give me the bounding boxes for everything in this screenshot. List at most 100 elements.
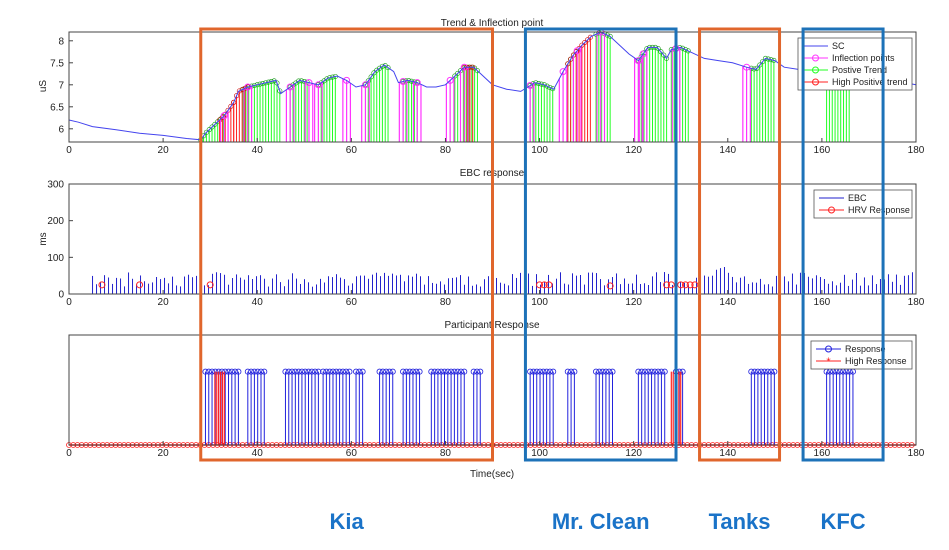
positive-trend-marker bbox=[274, 80, 280, 86]
high-positive-marker bbox=[231, 99, 237, 105]
response-marker bbox=[336, 368, 343, 375]
response-marker bbox=[312, 368, 319, 375]
positive-trend-marker bbox=[604, 32, 610, 38]
positive-trend-marker bbox=[371, 70, 377, 76]
x-tick-label: 160 bbox=[814, 145, 831, 156]
response-marker bbox=[308, 368, 315, 375]
response-marker bbox=[764, 368, 771, 375]
positive-trend-marker bbox=[541, 82, 547, 88]
response-marker bbox=[593, 368, 600, 375]
response-marker bbox=[305, 368, 312, 375]
legend-box bbox=[797, 37, 913, 91]
response-marker bbox=[540, 368, 547, 375]
ad-label: KFC bbox=[820, 509, 866, 534]
positive-trend-marker bbox=[409, 78, 415, 84]
y-axis-label: ms bbox=[38, 232, 49, 245]
response-marker bbox=[543, 368, 550, 375]
response-marker bbox=[434, 368, 441, 375]
ad-label: Kia bbox=[329, 509, 364, 534]
y-tick-label: 100 bbox=[47, 253, 64, 264]
high-positive-marker bbox=[234, 93, 240, 99]
legend-marker bbox=[825, 345, 832, 353]
ad-boxes bbox=[199, 27, 885, 462]
y-tick-label: 8 bbox=[58, 36, 64, 47]
response-marker bbox=[748, 368, 755, 375]
x-tick-label: 180 bbox=[908, 448, 925, 459]
response-marker bbox=[661, 368, 668, 375]
response-marker bbox=[473, 368, 480, 375]
x-tick-label: 60 bbox=[346, 297, 358, 308]
inflection-marker bbox=[399, 78, 407, 85]
response-marker bbox=[655, 368, 662, 375]
response-marker bbox=[761, 368, 768, 375]
positive-trend-marker bbox=[212, 121, 218, 127]
response-marker bbox=[261, 368, 268, 375]
response-marker bbox=[568, 368, 575, 375]
x-tick-label: 20 bbox=[158, 448, 170, 459]
response-marker bbox=[451, 368, 458, 375]
high-positive-marker bbox=[236, 88, 242, 94]
response-marker bbox=[454, 368, 461, 375]
response-marker bbox=[571, 368, 578, 375]
inflection-marker bbox=[343, 76, 351, 84]
positive-trend-marker bbox=[206, 127, 212, 133]
response-marker bbox=[648, 368, 655, 375]
ad-box bbox=[698, 27, 782, 462]
x-tick-label: 80 bbox=[440, 448, 452, 459]
y-tick-label: 7 bbox=[58, 80, 64, 91]
hrv-response-marker bbox=[98, 281, 106, 289]
response-marker bbox=[461, 368, 468, 375]
response-marker bbox=[315, 368, 322, 375]
hrv-response-marker bbox=[545, 281, 553, 289]
x-tick-label: 140 bbox=[719, 297, 736, 308]
response-marker bbox=[356, 368, 363, 375]
legend-box bbox=[813, 189, 913, 219]
x-tick-label: 100 bbox=[531, 145, 548, 156]
inflection-marker bbox=[639, 50, 647, 58]
response-marker bbox=[448, 368, 455, 375]
hrv-response-marker bbox=[136, 281, 144, 289]
positive-trend-marker bbox=[547, 84, 553, 90]
high-positive-marker bbox=[587, 34, 593, 40]
response-marker bbox=[409, 368, 416, 375]
x-tick-label: 0 bbox=[66, 145, 72, 156]
positive-trend-marker bbox=[452, 73, 458, 79]
inflection-marker bbox=[743, 63, 751, 71]
response-marker bbox=[254, 368, 261, 375]
positive-trend-marker bbox=[379, 63, 385, 69]
response-marker bbox=[431, 368, 438, 375]
response-marker bbox=[606, 368, 613, 375]
response-marker bbox=[248, 368, 255, 375]
y-axis-label: uS bbox=[38, 80, 49, 93]
hrv-response-marker bbox=[606, 282, 614, 290]
response-marker bbox=[386, 368, 393, 375]
x-tick-label: 180 bbox=[908, 297, 925, 308]
legend-label: Postive Trend bbox=[832, 65, 887, 75]
response-marker bbox=[285, 368, 292, 375]
response-marker bbox=[379, 368, 386, 375]
hrv-response-marker bbox=[206, 281, 214, 289]
response-marker bbox=[444, 368, 451, 375]
x-tick-label: 120 bbox=[625, 448, 642, 459]
inflection-marker bbox=[446, 76, 454, 84]
response-marker bbox=[550, 368, 557, 375]
inflection-marker bbox=[526, 82, 534, 90]
response-marker bbox=[754, 368, 761, 375]
legend: Response * High Response bbox=[810, 340, 913, 370]
participant-response-panel: Participant Response Time(sec) 0 20 40 60 80… bbox=[66, 320, 925, 480]
hrv-response-marker bbox=[681, 281, 689, 289]
x-tick-label: 0 bbox=[66, 448, 72, 459]
response-marker bbox=[282, 368, 289, 375]
positive-trend-marker bbox=[607, 33, 613, 39]
response-marker bbox=[530, 368, 537, 375]
response-marker bbox=[205, 368, 212, 375]
legend-marker bbox=[828, 206, 835, 214]
positive-trend-marker bbox=[760, 59, 766, 65]
response-marker bbox=[295, 368, 302, 375]
response-marker bbox=[389, 368, 396, 375]
response-marker bbox=[292, 368, 299, 375]
y-tick-label: 200 bbox=[47, 216, 64, 227]
positive-trend-marker bbox=[754, 65, 760, 71]
positive-trend-marker bbox=[327, 75, 333, 81]
legend: SC Inflection points Postive Trend High Pos… bbox=[797, 37, 913, 91]
